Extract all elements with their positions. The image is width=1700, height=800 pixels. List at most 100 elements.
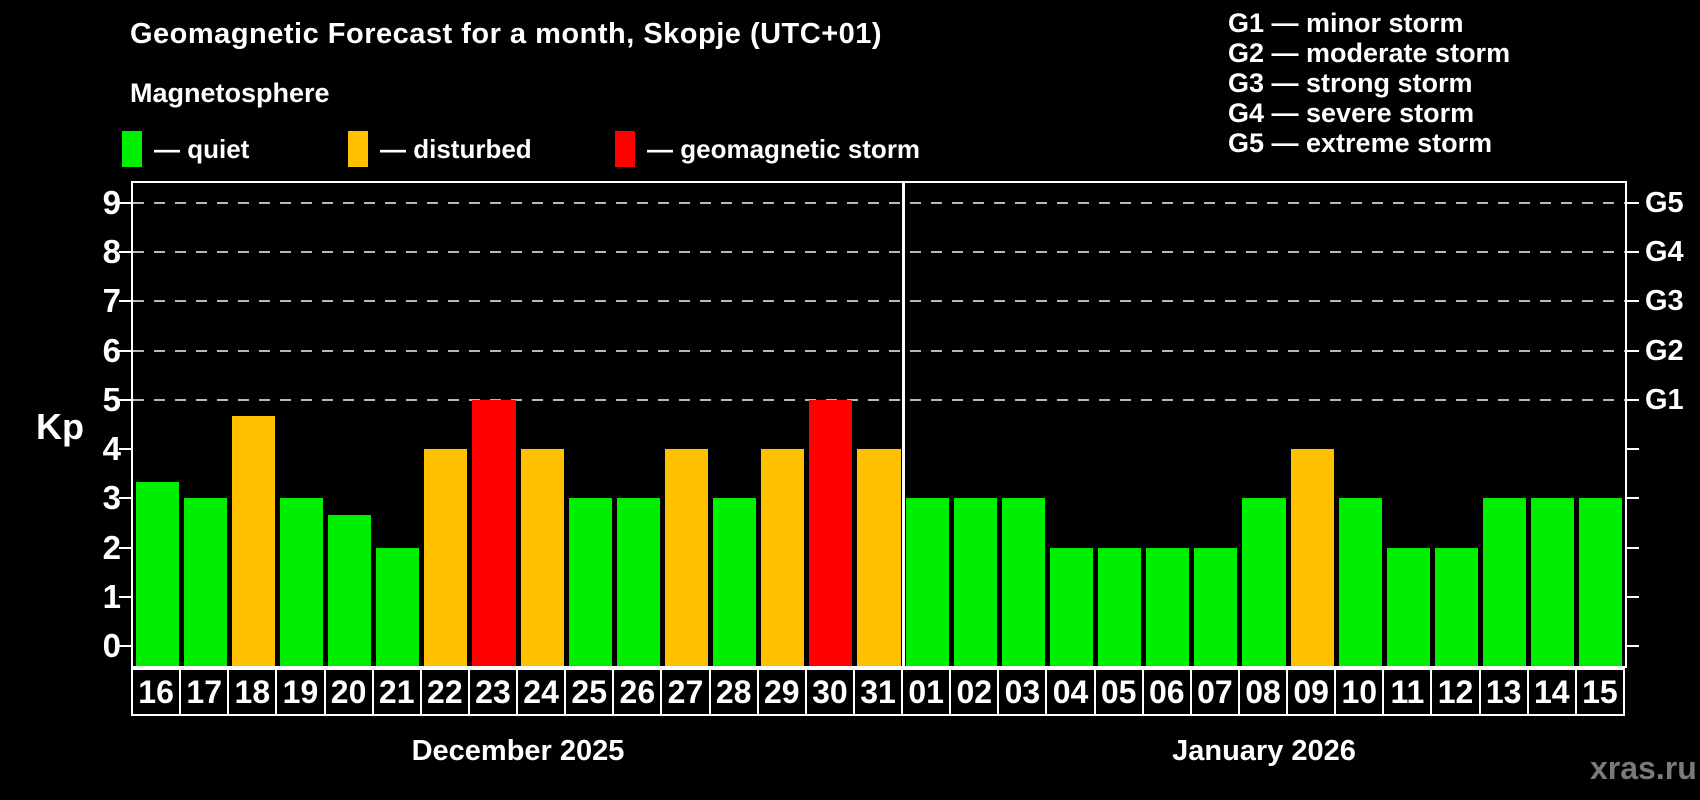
y-tick-right-0	[1627, 645, 1639, 648]
month-divider-line	[901, 183, 905, 666]
y-tick-left-2	[119, 546, 131, 549]
y-tick-left-6	[119, 349, 131, 352]
right-axis-label-g1: G1	[1645, 383, 1684, 416]
bar-january-09	[1290, 449, 1334, 666]
day-label-december-22: 22	[419, 668, 470, 716]
y-tick-label-8: 8	[102, 233, 121, 270]
bar-december-29	[761, 449, 805, 666]
y-tick-left-7	[119, 300, 131, 303]
day-label-december-23: 23	[467, 668, 519, 716]
bar-december-28	[713, 498, 757, 666]
day-label-january-14: 14	[1526, 668, 1577, 716]
y-tick-right-4	[1627, 448, 1639, 451]
day-label-december-16: 16	[131, 668, 182, 716]
day-label-january-07: 07	[1189, 668, 1240, 716]
legend-label-storm: — geomagnetic storm	[647, 134, 921, 164]
y-tick-right-9	[1627, 201, 1639, 204]
day-label-december-25: 25	[564, 668, 615, 716]
day-label-january-10: 10	[1334, 668, 1385, 716]
gridline-kp8	[133, 251, 1625, 253]
day-label-january-03: 03	[997, 668, 1048, 716]
y-tick-label-2: 2	[102, 528, 121, 566]
day-label-december-20: 20	[323, 668, 374, 716]
y-tick-label-9: 9	[102, 183, 121, 221]
month-label-january: January 2026	[1172, 735, 1356, 767]
y-tick-label-1: 1	[102, 578, 121, 615]
legend-item-disturbed: — disturbed	[348, 131, 668, 167]
bar-january-13	[1483, 498, 1527, 666]
y-tick-right-8	[1627, 251, 1639, 253]
y-tick-label-0: 0	[102, 627, 121, 665]
day-label-january-04: 04	[1045, 668, 1096, 716]
plot-frame	[131, 181, 1627, 668]
day-label-january-05: 05	[1093, 668, 1144, 716]
day-label-december-29: 29	[756, 668, 807, 716]
gridline-kp6	[133, 349, 1625, 352]
g-legend-line-1: G1 — minor storm	[1228, 8, 1464, 38]
day-label-january-06: 06	[1141, 668, 1192, 716]
bar-january-12	[1434, 547, 1479, 666]
y-tick-right-5	[1627, 398, 1639, 401]
legend-item-storm: — geomagnetic storm	[615, 131, 935, 167]
legend-swatch-disturbed	[348, 131, 368, 167]
bar-december-30	[809, 399, 853, 666]
bar-december-25	[568, 498, 612, 666]
day-label-january-08: 08	[1237, 668, 1289, 716]
bar-january-01	[905, 498, 949, 666]
y-tick-label-7: 7	[102, 282, 121, 320]
legend-item-quiet: — quiet	[122, 131, 442, 167]
y-tick-label-4: 4	[102, 430, 121, 468]
bar-january-02	[953, 498, 997, 666]
bar-december-24	[520, 449, 564, 666]
watermark: xras.ru	[1590, 750, 1697, 786]
y-tick-left-8	[119, 251, 131, 253]
bar-december-27	[664, 449, 709, 666]
y-tick-right-1	[1627, 596, 1639, 598]
bar-january-08	[1242, 498, 1286, 666]
bar-december-22	[424, 449, 468, 666]
legend-label-quiet: — quiet	[154, 134, 250, 164]
day-label-january-12: 12	[1430, 668, 1481, 716]
bar-january-06	[1146, 547, 1190, 666]
g-scale-legend: G1 — minor storm G2 — moderate storm G3 — …	[1228, 8, 1510, 158]
legend-label-disturbed: — disturbed	[380, 134, 532, 164]
right-axis-label-g2: G2	[1645, 334, 1684, 367]
chart-title: Geomagnetic Forecast for a month, Skopje…	[130, 18, 883, 50]
day-label-december-26: 26	[612, 668, 663, 716]
bar-december-23	[472, 399, 516, 666]
bar-december-16	[135, 482, 179, 666]
bar-january-04	[1049, 547, 1094, 666]
bar-december-20	[328, 514, 372, 666]
y-tick-label-3: 3	[102, 479, 121, 517]
y-tick-right-2	[1627, 546, 1639, 549]
day-label-december-30: 30	[804, 668, 855, 716]
right-axis-label-g4: G4	[1645, 236, 1684, 268]
gridline-kp5	[133, 398, 1625, 401]
y-tick-right-3	[1627, 497, 1639, 500]
bar-january-05	[1098, 547, 1142, 666]
gridline-kp9	[133, 201, 1625, 204]
bar-december-17	[183, 498, 227, 666]
right-axis-label-g3: G3	[1645, 285, 1684, 318]
y-tick-label-5: 5	[102, 380, 121, 418]
day-label-december-31: 31	[852, 668, 904, 716]
bar-january-03	[1001, 498, 1045, 666]
g-legend-line-3: G3 — strong storm	[1228, 68, 1473, 98]
day-label-december-24: 24	[516, 668, 567, 716]
bar-december-19	[279, 498, 323, 666]
day-label-january-11: 11	[1382, 668, 1433, 716]
day-label-january-13: 13	[1478, 668, 1529, 716]
day-label-january-01: 01	[901, 668, 952, 716]
y-tick-left-0	[119, 645, 131, 648]
day-label-december-17: 17	[179, 668, 230, 716]
y-tick-left-5	[119, 398, 131, 401]
bar-january-07	[1194, 547, 1238, 666]
y-tick-left-9	[119, 201, 131, 204]
gridline-kp7	[133, 300, 1625, 303]
bar-december-26	[616, 498, 660, 666]
bar-december-21	[376, 547, 420, 666]
y-tick-right-6	[1627, 349, 1639, 352]
g-legend-line-4: G4 — severe storm	[1228, 98, 1475, 128]
day-label-december-21: 21	[371, 668, 422, 716]
bar-january-10	[1338, 498, 1382, 666]
